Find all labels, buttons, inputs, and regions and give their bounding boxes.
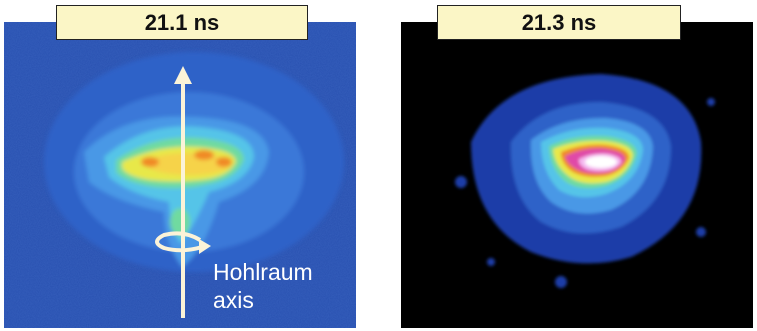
- left-image-panel: [4, 22, 356, 328]
- left-intensity-map: [4, 22, 356, 328]
- hohlraum-axis-annotation: Hohlraum axis: [213, 258, 313, 314]
- annotation-line-1: Hohlraum: [213, 259, 313, 285]
- right-image-panel: [401, 22, 753, 328]
- annotation-line-2: axis: [213, 287, 254, 313]
- right-intensity-map: [401, 22, 753, 328]
- rotation-arrow: [155, 231, 203, 253]
- time-label-left: 21.1 ns: [56, 5, 308, 40]
- time-label-right: 21.3 ns: [437, 5, 681, 40]
- axis-arrow-head: [174, 66, 192, 84]
